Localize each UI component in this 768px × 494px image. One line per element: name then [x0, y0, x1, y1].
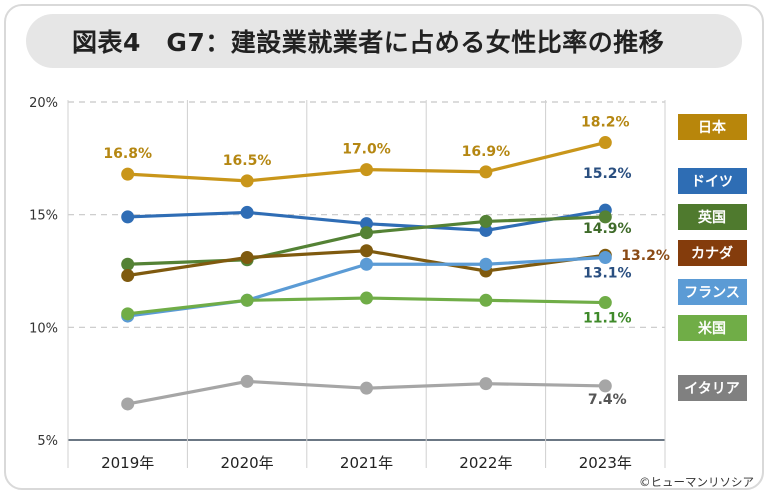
series-point-6 — [598, 379, 612, 393]
x-tick-label: 2021年 — [340, 454, 393, 472]
series-point-6 — [240, 374, 254, 388]
data-label: 13.2% — [621, 248, 670, 264]
data-label: 16.8% — [103, 146, 152, 162]
series-point-0 — [598, 136, 612, 150]
series-point-5 — [240, 293, 254, 307]
series-point-4 — [479, 257, 493, 271]
legend-label: フランス — [684, 285, 740, 301]
series-point-3 — [121, 269, 135, 283]
data-label: 15.2% — [583, 166, 632, 182]
legend-swatch — [678, 168, 747, 194]
legend-label: 英国 — [697, 209, 726, 226]
series-point-1 — [360, 217, 373, 231]
series-point-0 — [121, 167, 135, 181]
series-point-0 — [240, 174, 254, 188]
data-label: 7.4% — [588, 392, 627, 408]
series-point-6 — [360, 381, 373, 395]
x-tick-label: 2022年 — [459, 454, 512, 472]
legend-label: イタリア — [684, 381, 739, 397]
data-label: 11.1% — [583, 311, 632, 327]
data-label: 16.5% — [223, 153, 272, 169]
y-tick-label: 5% — [37, 434, 58, 449]
data-label: 18.2% — [581, 115, 630, 131]
series-point-5 — [360, 291, 373, 305]
data-label: 17.0% — [342, 142, 391, 158]
x-tick-label: 2019年 — [101, 454, 154, 472]
legend-label: 日本 — [698, 119, 727, 136]
series-point-3 — [240, 250, 254, 264]
y-tick-label: 10% — [29, 321, 58, 336]
series-point-2 — [598, 210, 612, 224]
data-label: 14.9% — [583, 221, 632, 237]
series-point-5 — [598, 296, 612, 310]
series-point-1 — [240, 205, 254, 219]
x-tick-label: 2020年 — [221, 454, 274, 472]
credit-text: ©ヒューマンリソシア — [639, 475, 754, 489]
series-point-6 — [121, 397, 135, 411]
y-tick-label: 20% — [29, 96, 58, 111]
legend-swatch — [678, 240, 747, 266]
legend-swatch — [678, 279, 747, 305]
legend-swatch — [678, 315, 747, 341]
series-point-0 — [479, 165, 493, 179]
series-point-2 — [121, 257, 135, 271]
series-point-0 — [360, 163, 373, 177]
series-point-1 — [121, 210, 135, 224]
legend-label: カナダ — [691, 245, 733, 262]
series-point-4 — [360, 257, 373, 271]
chart-title: 図表4 G7：建設業就業者に占める女性比率の推移 — [72, 28, 665, 57]
data-label: 16.9% — [462, 144, 511, 160]
data-label: 13.1% — [583, 265, 632, 281]
legend-label: ドイツ — [691, 174, 733, 190]
series-point-6 — [479, 377, 493, 391]
x-tick-label: 2023年 — [579, 454, 632, 472]
series-point-3 — [360, 244, 373, 258]
series-point-5 — [121, 307, 135, 321]
series-point-2 — [479, 214, 493, 228]
title-banner: 図表4 G7：建設業就業者に占める女性比率の推移 — [26, 14, 742, 68]
series-point-4 — [598, 250, 612, 264]
y-tick-label: 15% — [29, 209, 58, 224]
series-point-1 — [479, 223, 493, 237]
legend-swatch — [678, 204, 747, 230]
legend-swatch — [678, 114, 747, 140]
series-point-5 — [479, 293, 493, 307]
legend-swatch — [678, 375, 747, 401]
series-point-2 — [360, 226, 373, 240]
legend-label: 米国 — [698, 320, 726, 337]
